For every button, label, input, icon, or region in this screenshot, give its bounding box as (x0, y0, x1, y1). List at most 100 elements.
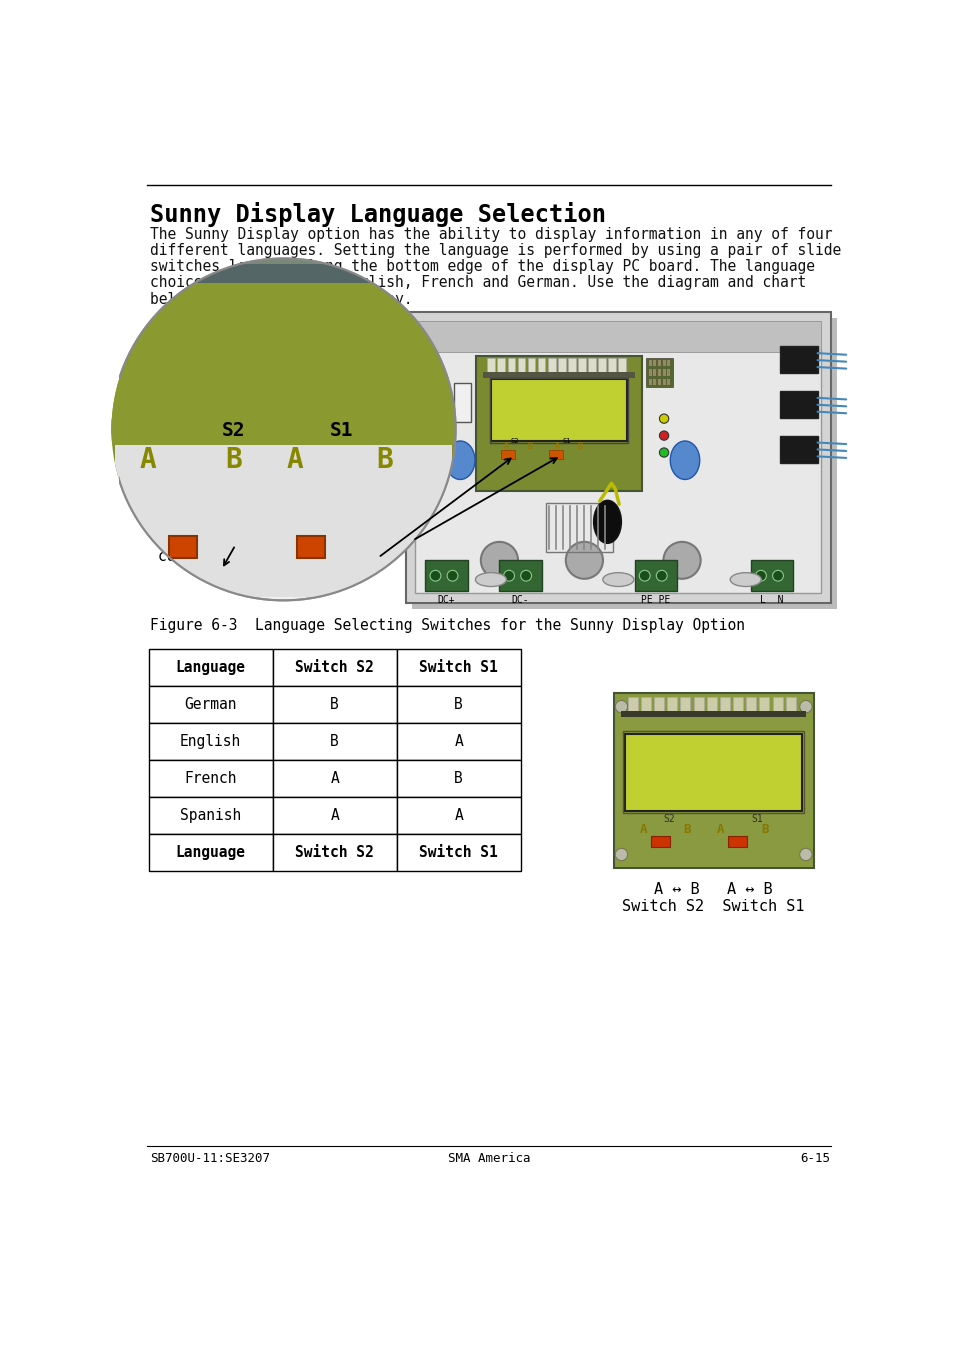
Bar (558, 358, 565, 373)
Circle shape (799, 848, 811, 861)
Circle shape (615, 848, 627, 861)
Bar (745, 696, 756, 713)
Text: S2: S2 (510, 438, 518, 445)
Bar (648, 369, 651, 376)
Bar (294, 214, 310, 253)
Bar (780, 391, 817, 418)
Bar (498, 560, 541, 591)
Bar (661, 369, 665, 376)
Bar (648, 360, 651, 366)
Text: S1: S1 (750, 814, 762, 825)
Text: B: B (683, 823, 690, 836)
Circle shape (639, 571, 649, 581)
Circle shape (480, 542, 517, 579)
Text: below for setting the display.: below for setting the display. (150, 292, 413, 307)
Text: B: B (330, 696, 338, 711)
Bar (112, 419, 456, 596)
Bar (112, 238, 456, 254)
Text: Language: Language (175, 660, 246, 675)
Bar (296, 537, 324, 558)
Bar (149, 796, 273, 834)
Bar (732, 696, 742, 713)
Bar (489, 377, 628, 442)
Text: A: A (139, 446, 156, 475)
Bar (706, 696, 716, 713)
Bar (653, 360, 656, 366)
Bar (613, 692, 813, 868)
Bar (419, 214, 435, 253)
Bar (335, 214, 352, 253)
Text: B: B (527, 442, 532, 450)
Circle shape (447, 571, 457, 581)
Bar (661, 360, 665, 366)
Bar (693, 696, 703, 713)
Bar (666, 696, 677, 713)
Text: L  N: L N (760, 595, 782, 604)
Bar (377, 214, 394, 253)
Bar (785, 696, 795, 713)
Text: Language: Language (175, 845, 246, 860)
Ellipse shape (729, 573, 760, 587)
Text: Figure 6-3  Language Selecting Switches for the Sunny Display Option: Figure 6-3 Language Selecting Switches f… (150, 618, 744, 633)
Bar (780, 346, 817, 373)
Text: switches located along the bottom edge of the display PC board. The language: switches located along the bottom edge o… (150, 260, 815, 274)
Ellipse shape (594, 500, 620, 544)
Text: A: A (454, 734, 462, 749)
Bar (232, 214, 247, 253)
Bar (112, 418, 456, 433)
Bar (396, 649, 520, 685)
Text: The Sunny Display option has the ability to display information in any of four: The Sunny Display option has the ability… (150, 227, 832, 242)
Bar (273, 834, 396, 871)
Bar (650, 836, 669, 846)
Text: A ↔ B   A ↔ B: A ↔ B A ↔ B (654, 883, 772, 898)
Text: French: French (184, 771, 236, 786)
Text: B: B (330, 734, 338, 749)
Bar (772, 696, 781, 713)
Bar (149, 760, 273, 796)
Text: Switch S2: Switch S2 (295, 660, 374, 675)
Bar (112, 431, 456, 443)
Text: A: A (639, 823, 646, 836)
Circle shape (659, 431, 668, 441)
Bar (780, 435, 817, 462)
Bar (666, 369, 670, 376)
Bar (149, 685, 273, 723)
Circle shape (565, 542, 602, 579)
Bar (491, 380, 626, 441)
Bar (640, 696, 650, 713)
Text: B: B (225, 446, 241, 475)
Bar (537, 358, 545, 373)
Text: B: B (375, 446, 393, 475)
Bar (546, 503, 612, 552)
Bar (396, 796, 520, 834)
Text: Switch S2  Switch S1: Switch S2 Switch S1 (621, 899, 804, 914)
Bar (190, 214, 205, 253)
Bar (273, 796, 396, 834)
Bar (653, 369, 656, 376)
Text: Position of the switches for: Position of the switches for (158, 534, 402, 549)
Bar (115, 435, 452, 596)
Text: A: A (716, 823, 723, 836)
Bar (425, 560, 468, 591)
Text: choices are: Spanish, English, French and German. Use the diagram and chart: choices are: Spanish, English, French an… (150, 276, 805, 291)
Bar (406, 311, 830, 603)
Bar (661, 379, 665, 385)
Bar (273, 649, 396, 685)
Circle shape (799, 700, 811, 713)
Bar (500, 450, 514, 458)
Text: A: A (504, 442, 509, 450)
Bar (624, 734, 801, 811)
Bar (654, 696, 663, 713)
Text: A: A (330, 807, 338, 823)
Text: different languages. Setting the language is performed by using a pair of slide: different languages. Setting the languag… (150, 243, 841, 258)
Bar (396, 760, 520, 796)
Bar (356, 214, 373, 253)
Bar (273, 760, 396, 796)
Bar (648, 379, 651, 385)
Text: PE PE: PE PE (640, 595, 670, 604)
Bar (728, 836, 746, 846)
Bar (396, 723, 520, 760)
Circle shape (659, 448, 668, 457)
Bar (658, 379, 660, 385)
Bar (720, 696, 729, 713)
